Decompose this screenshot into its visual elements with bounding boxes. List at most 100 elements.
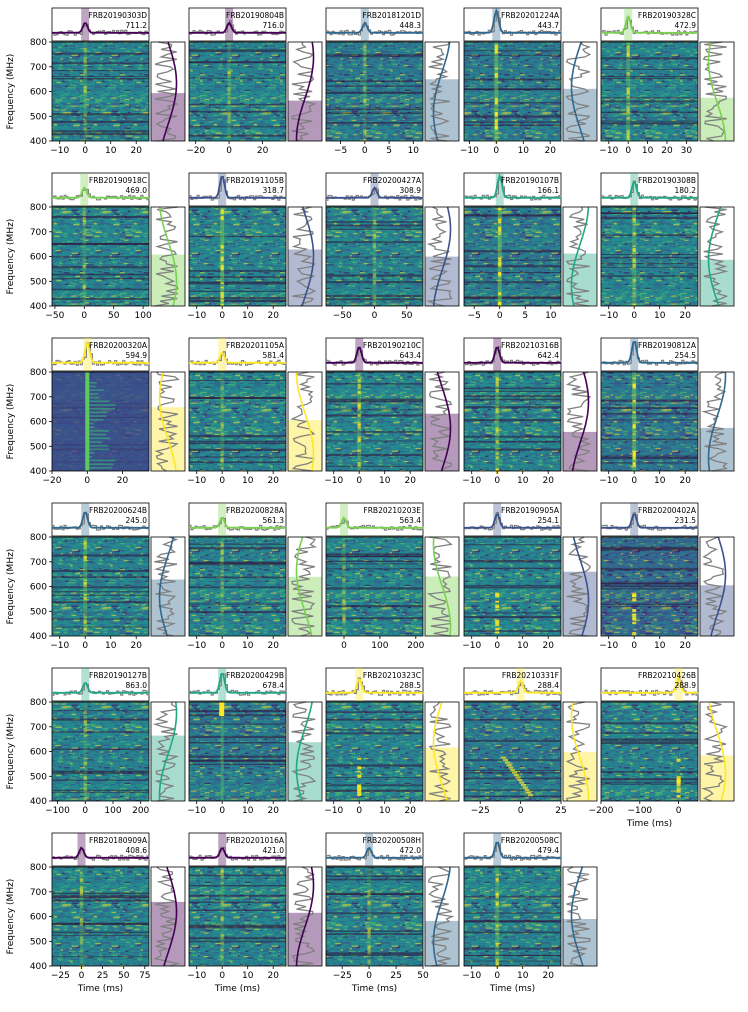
spectrum-frame <box>463 536 562 637</box>
masked-channel <box>326 732 423 735</box>
burst-window-highlight <box>493 503 502 536</box>
timeseries-frame <box>463 337 562 372</box>
masked-channel <box>326 878 423 881</box>
spectrum-texture <box>464 372 561 471</box>
masked-channel <box>52 277 149 280</box>
masked-channel <box>52 731 149 733</box>
x-tick-label: 20 <box>257 146 269 156</box>
masked-channel <box>52 243 149 245</box>
frb-name: FRB20201224A <box>501 11 560 20</box>
dm-value: 561.3 <box>263 516 285 525</box>
burst-pixel <box>632 259 636 263</box>
x-tick-label: 0 <box>494 476 500 486</box>
masked-channel <box>464 296 561 299</box>
x-tick-label: 20 <box>117 476 129 486</box>
masked-channel <box>326 91 423 93</box>
timeseries-data <box>464 842 562 861</box>
spectrum-frame <box>463 701 562 802</box>
spectrum-texture <box>464 702 561 801</box>
burst-pixel <box>220 292 224 295</box>
x-tick-label: 0 <box>631 476 637 486</box>
timeseries-model <box>464 513 561 529</box>
burst-pixel <box>342 615 346 619</box>
burst-pixel <box>220 424 224 426</box>
burst-pixel <box>83 619 87 624</box>
masked-channel <box>464 88 561 90</box>
masked-channel <box>464 896 561 898</box>
burst-pixel <box>357 757 362 760</box>
burst-pixel <box>342 590 346 595</box>
burst-pixel <box>363 86 367 92</box>
spectrum-frame <box>600 206 699 307</box>
burst-pixel <box>632 462 636 468</box>
masked-channel <box>601 419 698 421</box>
masked-channel <box>601 412 698 415</box>
burst-pixel <box>357 404 361 406</box>
burst-pixel <box>82 220 86 226</box>
burst-pixel <box>363 98 367 104</box>
burst-pixel <box>83 61 87 64</box>
y-axis-label: Frequency (MHz) <box>6 219 16 295</box>
burst-pixel <box>626 130 630 132</box>
burst-pixel <box>220 593 224 598</box>
spectrum-frame <box>325 536 424 637</box>
masked-channel <box>464 740 561 742</box>
masked-channel <box>601 771 698 773</box>
masked-channel <box>326 777 423 778</box>
scattering-tail <box>85 385 97 388</box>
masked-channel <box>326 952 423 955</box>
burst-pixel <box>220 574 224 577</box>
masked-channel <box>52 897 149 899</box>
x-tick-label: 25 <box>555 806 566 816</box>
burst-pixel <box>357 449 361 453</box>
masked-channel <box>601 254 698 255</box>
burst-pixel <box>227 100 231 104</box>
dm-value: 563.4 <box>400 516 422 525</box>
frb-name: FRB20190308B <box>638 176 696 185</box>
x-tick-label: −10 <box>50 146 69 156</box>
burst-pixel <box>367 937 371 939</box>
x-tick-label: 10 <box>517 476 529 486</box>
spectrum-side-frame <box>287 41 323 142</box>
x-tick-label: 20 <box>542 476 554 486</box>
x-axis-label: Time (ms) <box>626 819 672 829</box>
burst-pixel <box>83 579 87 581</box>
masked-channel <box>326 414 423 417</box>
masked-channel <box>601 742 698 745</box>
spectrum-band-highlight <box>700 427 734 471</box>
y-tick-label: 600 <box>30 583 47 593</box>
spectrum-texture <box>52 702 149 801</box>
burst-pixel <box>83 597 87 600</box>
burst-pixel <box>494 100 498 105</box>
burst-pixel <box>495 874 499 876</box>
spectrum-model <box>159 206 178 307</box>
x-tick-label: 20 <box>404 806 416 816</box>
masked-channel <box>52 78 149 80</box>
drifting-burst <box>513 774 519 777</box>
spectrum-model <box>570 206 590 307</box>
spectrum-model <box>295 536 313 637</box>
masked-channel <box>326 563 423 565</box>
masked-channel <box>326 954 423 956</box>
burst-column <box>367 867 372 966</box>
burst-pixel <box>227 83 231 85</box>
spectrum-model <box>710 536 727 637</box>
burst-pixel <box>227 60 231 62</box>
masked-channel <box>189 586 286 589</box>
y-tick-label: 400 <box>30 137 47 147</box>
burst-window-highlight <box>218 503 227 536</box>
burst-pixel <box>632 618 637 621</box>
burst-pixel <box>632 288 636 290</box>
x-tick-label: 0 <box>362 146 368 156</box>
masked-channel <box>52 934 149 936</box>
scattering-tail <box>85 463 114 465</box>
masked-channel <box>189 297 286 300</box>
burst-pixel <box>495 958 499 963</box>
masked-channel <box>326 224 423 227</box>
burst-window-highlight <box>630 173 639 206</box>
dm-value: 863.0 <box>126 681 148 690</box>
masked-channel <box>326 784 423 787</box>
spectrum-frame <box>188 701 287 802</box>
y-tick-label: 400 <box>30 467 47 477</box>
